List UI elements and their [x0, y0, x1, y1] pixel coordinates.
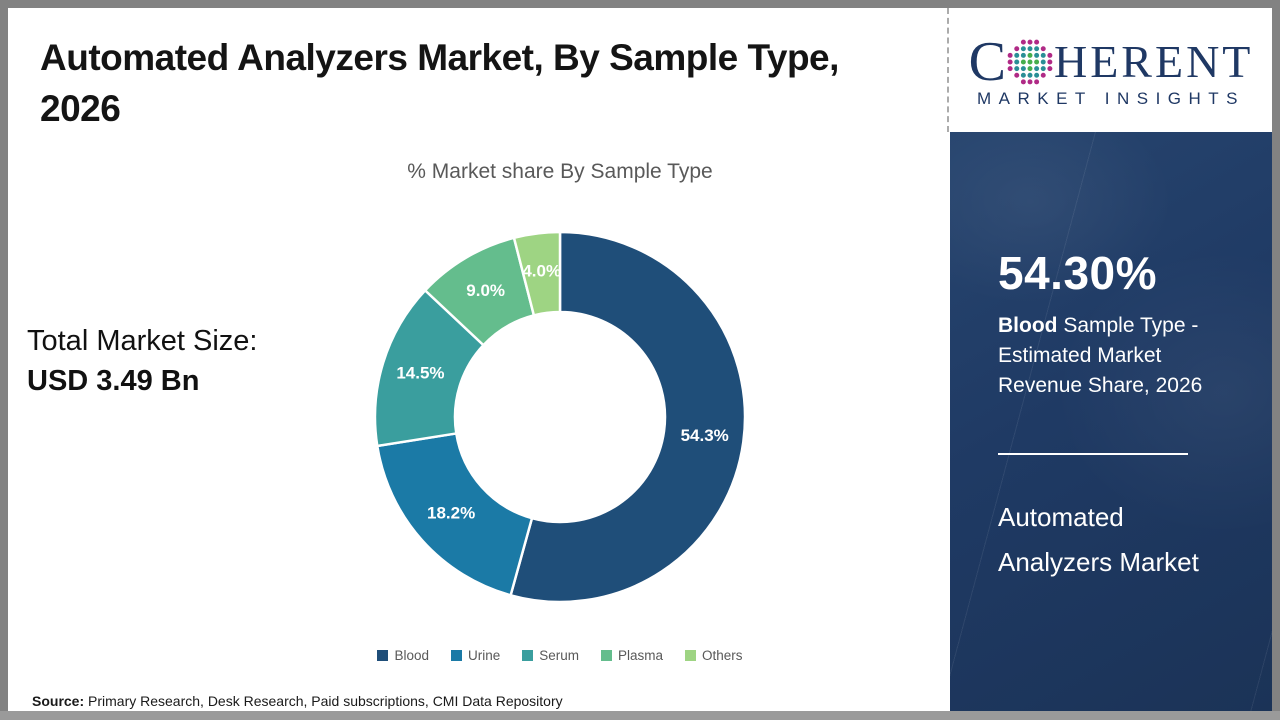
legend-label-blood: Blood [394, 648, 429, 663]
frame-border-right [1272, 0, 1280, 720]
legend-swatch-plasma [601, 650, 613, 661]
chart-legend: Blood Urine Serum Plasma Others [260, 648, 860, 663]
frame-border-top [0, 0, 1280, 8]
logo-letters-herent: HERENT [1053, 36, 1254, 87]
legend-item-urine: Urine [450, 648, 501, 663]
source-text: Primary Research, Desk Research, Paid su… [84, 693, 563, 709]
legend-swatch-blood [377, 650, 389, 661]
total-market-size-label: Total Market Size: [27, 325, 258, 357]
donut-label-blood: 54.3% [681, 426, 729, 445]
donut-label-serum: 14.5% [396, 364, 444, 383]
donut-label-urine: 18.2% [427, 504, 475, 523]
legend-label-urine: Urine [467, 648, 501, 663]
legend-swatch-others [685, 650, 697, 661]
legend-item-serum: Serum [522, 648, 579, 663]
sidebar-market-name: Automated Analyzers Market [998, 495, 1236, 585]
donut-label-others: 4.0% [522, 262, 561, 281]
brand-logo: C HERENT MARKET INSIGHTS [950, 8, 1272, 132]
total-market-size: Total Market Size: USD 3.49 Bn [27, 325, 257, 398]
page-title: Automated Analyzers Market, By Sample Ty… [40, 37, 839, 129]
stat-value: 54.30% [998, 247, 1158, 299]
stat-description-bold: Blood [998, 314, 1058, 337]
sidebar-market-name-line2: Analyzers Market [998, 547, 1199, 577]
legend-label-others: Others [702, 648, 743, 663]
logo-letter-c: C [968, 31, 1006, 93]
sidebar-divider [998, 453, 1188, 455]
frame-border-left [0, 0, 8, 720]
legend-item-plasma: Plasma [601, 648, 663, 663]
source-label: Source: [32, 693, 85, 709]
brand-logo-subtitle: MARKET INSIGHTS [976, 89, 1246, 108]
legend-label-plasma: Plasma [618, 648, 664, 663]
legend-item-blood: Blood [377, 648, 429, 663]
donut-chart: 54.3% 18.2% 14.5% 9.0% 4.0% [373, 230, 747, 604]
source-note: Source: Primary Research, Desk Research,… [32, 693, 563, 709]
chart-title: % Market share By Sample Type [407, 160, 713, 183]
legend-item-others: Others [685, 648, 743, 663]
stat-description: Blood Sample Type - Estimated Market Rev… [998, 311, 1236, 401]
total-market-size-value: USD 3.49 Bn [27, 365, 200, 397]
donut-label-plasma: 9.0% [466, 281, 505, 300]
brand-logo-wordmark: C HERENT [968, 31, 1254, 93]
stat-description-rest: Sample Type - Estimated Market Revenue S… [998, 314, 1203, 397]
sidebar-market-name-line1: Automated [998, 502, 1124, 532]
legend-label-serum: Serum [539, 648, 580, 663]
logo-divider [947, 8, 949, 132]
frame-border-bottom [0, 711, 1280, 720]
highlight-sidebar: 54.30% Blood Sample Type - Estimated Mar… [950, 132, 1272, 711]
legend-swatch-serum [522, 650, 534, 661]
legend-swatch-urine [450, 650, 462, 661]
donut-segment-others [512, 230, 562, 317]
globe-icon [1007, 39, 1053, 85]
donut-segment-blood [509, 230, 747, 604]
